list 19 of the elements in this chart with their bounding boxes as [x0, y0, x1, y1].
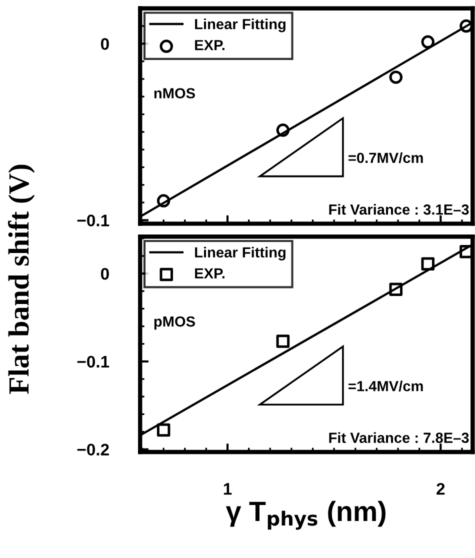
- y-tick-label: −0.2: [77, 444, 109, 456]
- y-axis-title: Flat band shift (V): [8, 164, 35, 394]
- x-tick-label: 1: [224, 483, 232, 495]
- y-tick-label: 0: [100, 38, 109, 50]
- legend-label: EXP.: [195, 268, 224, 278]
- y-tick-label: 0: [100, 268, 109, 280]
- legend-label: Linear Fitting: [195, 18, 286, 32]
- annotation: =1.4MV/cm: [348, 380, 423, 392]
- annotation: =0.7MV/cm: [348, 152, 423, 164]
- annotation: pMOS: [154, 316, 195, 330]
- legend-label: EXP.: [195, 40, 224, 50]
- legend-label: Linear Fitting: [195, 246, 286, 260]
- y-tick-label: −0.1: [77, 356, 110, 368]
- x-tick-label: 2: [436, 482, 445, 495]
- annotation: nMOS: [154, 88, 195, 98]
- annotation: Fit Variance : 3.1E–3: [329, 204, 469, 215]
- x-axis-title: γ T$_{phys}$ (nm): [226, 500, 386, 530]
- annotation: Fit Variance : 7.8E–3: [329, 432, 469, 443]
- y-tick-label: −0.1: [77, 214, 110, 226]
